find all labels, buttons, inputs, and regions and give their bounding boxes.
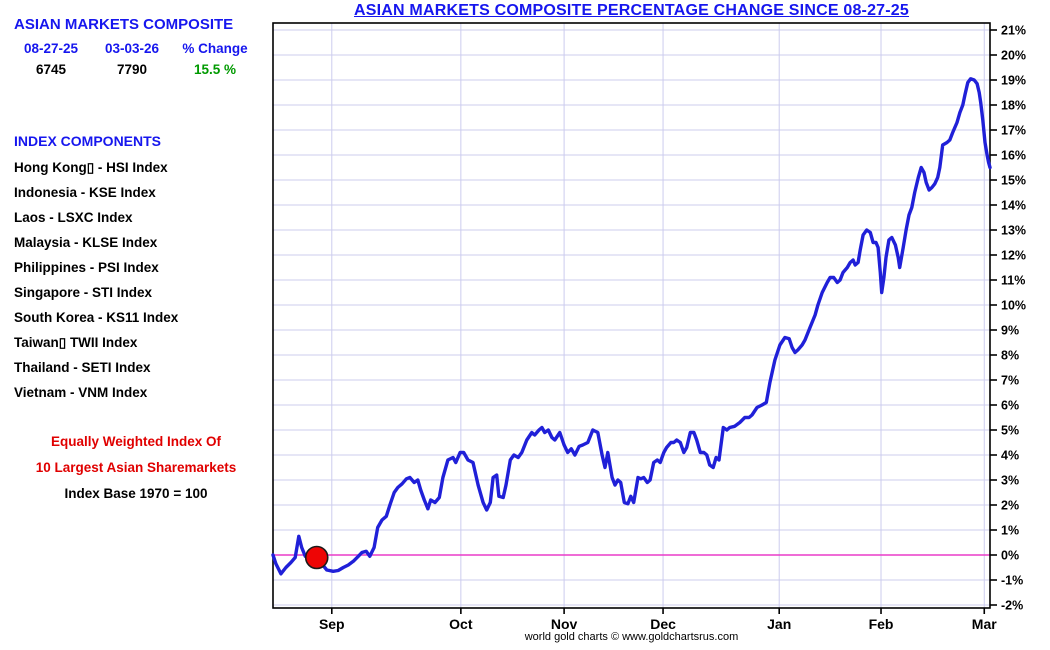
- y-axis-label: 10%: [1001, 299, 1026, 313]
- end-value: 7790: [116, 62, 148, 77]
- component-list-item: South Korea - KS11 Index: [14, 310, 179, 325]
- y-axis-label: -2%: [1001, 599, 1023, 613]
- x-axis-label: Dec: [650, 616, 676, 632]
- y-axis-label: 13%: [1001, 224, 1026, 238]
- y-axis-label: 19%: [1001, 74, 1026, 88]
- y-axis-label: 15%: [1001, 174, 1026, 188]
- note-equally-weighted: Equally Weighted Index Of: [50, 434, 222, 449]
- component-list-item: Singapore - STI Index: [14, 285, 153, 300]
- y-axis-label: 4%: [1001, 449, 1019, 463]
- y-axis-label: 21%: [1001, 24, 1026, 38]
- summary-heading: ASIAN MARKETS COMPOSITE: [14, 16, 234, 33]
- composite-line-series: [271, 77, 992, 576]
- component-list-item: Thailand - SETI Index: [14, 360, 151, 375]
- component-list-item: Malaysia - KLSE Index: [14, 235, 158, 250]
- y-axis-label: 6%: [1001, 399, 1019, 413]
- footer-caption: world gold charts © www.goldchartsrus.co…: [524, 631, 739, 643]
- y-axis-label: 5%: [1001, 424, 1019, 438]
- start-value: 6745: [35, 62, 67, 77]
- y-axis-label: 20%: [1001, 49, 1026, 63]
- y-axis-label: 14%: [1001, 199, 1026, 213]
- plot-border: [272, 22, 991, 609]
- start-highlight-dot: [304, 545, 329, 570]
- component-list-item: Laos - LSXC Index: [14, 210, 133, 225]
- summary-value-row: 6745 7790 15.5 %: [10, 62, 260, 77]
- y-axis-label: 0%: [1001, 549, 1019, 563]
- y-axis-label: 3%: [1001, 474, 1019, 488]
- x-axis-label: Jan: [767, 616, 791, 632]
- components-heading: INDEX COMPONENTS: [14, 133, 162, 149]
- index-notes: Equally Weighted Index Of 10 Largest Asi…: [6, 429, 266, 507]
- component-list-item: Philippines - PSI Index: [14, 260, 159, 275]
- end-date-label: 03-03-26: [104, 41, 160, 56]
- component-list-item: Vietnam - VNM Index: [14, 385, 148, 400]
- y-axis-label: 2%: [1001, 499, 1019, 513]
- y-axis-label: 8%: [1001, 349, 1019, 363]
- y-axis-label: 7%: [1001, 374, 1019, 388]
- x-axis-label: Oct: [449, 616, 473, 632]
- x-axis-label: Sep: [319, 616, 345, 632]
- y-axis-label: 1%: [1001, 524, 1019, 538]
- percent-change-value: 15.5 %: [193, 62, 237, 77]
- y-axis-label: 9%: [1001, 324, 1019, 338]
- components-list: Hong Kong▯ - HSI Index Indonesia - KSE In…: [14, 155, 264, 405]
- chart-title: ASIAN MARKETS COMPOSITE PERCENTAGE CHANG…: [354, 2, 909, 19]
- percent-change-label: % Change: [182, 41, 248, 56]
- y-axis-label: 16%: [1001, 149, 1026, 163]
- x-axis-label: Feb: [869, 616, 894, 632]
- note-ten-largest: 10 Largest Asian Sharemarkets: [35, 460, 237, 475]
- summary-date-row: 08-27-25 03-03-26 % Change: [10, 41, 260, 56]
- y-axis-label: 17%: [1001, 124, 1026, 138]
- component-list-item: Hong Kong▯ - HSI Index: [14, 160, 168, 175]
- x-axis-label: Mar: [972, 616, 997, 632]
- y-axis-label: 18%: [1001, 99, 1026, 113]
- y-axis-label: -1%: [1001, 574, 1023, 588]
- start-date-label: 08-27-25: [23, 41, 79, 56]
- y-axis-label: 11%: [1001, 274, 1025, 288]
- component-list-item: Taiwan▯ TWII Index: [14, 335, 138, 350]
- component-list-item: Indonesia - KSE Index: [14, 185, 156, 200]
- x-axis-label: Nov: [551, 616, 578, 632]
- note-index-base: Index Base 1970 = 100: [64, 486, 208, 501]
- y-axis-label: 12%: [1001, 249, 1026, 263]
